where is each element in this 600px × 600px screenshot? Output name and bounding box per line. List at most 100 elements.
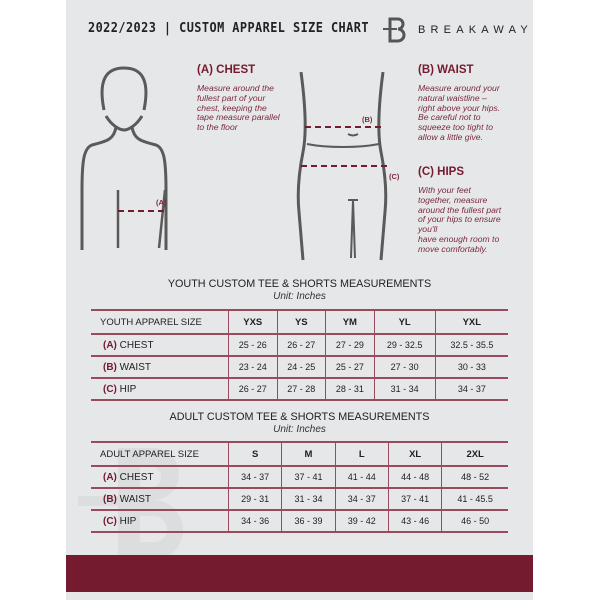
hips-heading: (C) HIPS <box>418 166 464 178</box>
table-cell: 37 - 41 <box>387 487 442 511</box>
waist-heading: (B) WAIST <box>418 64 474 76</box>
youth-unit: Unit: Inches <box>273 291 326 302</box>
text-line: Measure around your <box>418 83 500 93</box>
row-code: (C) <box>103 515 117 527</box>
row-label: (C) HIP <box>91 509 229 533</box>
table-header-row: ADULT APPAREL SIZE S M L XL 2XL <box>91 441 508 467</box>
table-cell: 23 - 24 <box>228 355 278 379</box>
table-row: (C) HIP 34 - 36 36 - 39 39 - 42 43 - 46 46 - … <box>91 509 508 533</box>
table-cell: 41 - 45.5 <box>441 487 508 511</box>
table-cell: 31 - 34 <box>373 377 436 401</box>
row-label: (C) HIP <box>91 377 229 401</box>
table-cell: 27 - 28 <box>276 377 326 401</box>
table-cell: 29 - 32.5 <box>373 333 436 357</box>
row-code: (C) <box>103 383 117 395</box>
column-header: YL <box>373 309 436 335</box>
table-cell: 44 - 48 <box>387 465 442 489</box>
table-row: (B) WAIST 23 - 24 24 - 25 25 - 27 27 - 30 30 … <box>91 355 508 379</box>
adult-table-title: ADULT CUSTOM TEE & SHORTS MEASUREMENTS <box>169 411 430 423</box>
column-header: YOUTH APPAREL SIZE <box>91 309 229 335</box>
breakaway-logo-icon <box>383 17 406 43</box>
table-cell: 39 - 42 <box>334 509 389 533</box>
lower-body-figure <box>296 72 388 261</box>
column-header: YS <box>276 309 326 335</box>
text-line: move comfortably. <box>418 243 488 254</box>
row-name: CHEST <box>119 471 154 483</box>
row-name: CHEST <box>119 339 154 351</box>
table-cell: 28 - 31 <box>325 377 375 401</box>
text-line: fullest part of your <box>197 92 266 103</box>
table-cell: 34 - 36 <box>227 509 282 533</box>
table-cell: 26 - 27 <box>276 333 326 357</box>
text-line: of your hips to ensure <box>418 214 501 225</box>
text-line: allow a little give. <box>418 131 483 142</box>
table-cell: 37 - 41 <box>281 465 336 489</box>
column-header: M <box>281 441 336 467</box>
column-header: YXL <box>434 309 508 335</box>
table-cell: 25 - 26 <box>228 333 278 357</box>
table-cell: 43 - 46 <box>387 509 442 533</box>
upper-body-figure <box>80 66 168 250</box>
text-line: around the fullest part <box>418 204 502 215</box>
table-row: (B) WAIST 29 - 31 31 - 34 34 - 37 37 - 41 41 … <box>91 487 508 511</box>
row-label: (A) CHEST <box>91 333 229 357</box>
table-cell: 31 - 34 <box>281 487 336 511</box>
table-cell: 48 - 52 <box>441 465 508 489</box>
table-cell: 36 - 39 <box>281 509 336 533</box>
table-header-row: YOUTH APPAREL SIZE YXS YS YM YL YXL <box>91 309 508 335</box>
waist-description: Measure around your natural waistline – ri… <box>418 83 501 143</box>
column-header: S <box>227 441 282 467</box>
row-code: (B) <box>103 493 117 505</box>
text-line: tape measure parallel <box>197 112 280 123</box>
chest-description: Measure around the fullest part of your ch… <box>197 83 280 133</box>
row-code: (A) <box>103 339 117 351</box>
column-header: XL <box>387 441 442 467</box>
adult-size-table: ADULT APPAREL SIZE S M L XL 2XL (A) CHES… <box>91 441 508 533</box>
hips-marker: (C) <box>389 172 400 181</box>
footer-band <box>66 555 533 592</box>
brand-name: BREAKAWAY <box>418 24 533 36</box>
text-line: to the floor <box>197 122 238 133</box>
row-label: (B) WAIST <box>91 355 229 379</box>
text-line: With your feet <box>418 185 471 195</box>
table-row: (C) HIP 26 - 27 27 - 28 28 - 31 31 - 34 34 - … <box>91 377 508 401</box>
row-name: WAIST <box>119 493 151 505</box>
youth-size-table: YOUTH APPAREL SIZE YXS YS YM YL YXL (A) … <box>91 309 508 401</box>
table-cell: 41 - 44 <box>334 465 389 489</box>
table-cell: 34 - 37 <box>334 487 389 511</box>
text-line: you'll <box>418 224 438 235</box>
table-cell: 46 - 50 <box>441 509 508 533</box>
waist-marker: (B) <box>362 115 373 124</box>
column-header: YXS <box>228 309 278 335</box>
row-label: (B) WAIST <box>91 487 229 511</box>
youth-table-title: YOUTH CUSTOM TEE & SHORTS MEASUREMENTS <box>167 278 432 290</box>
column-header: L <box>334 441 389 467</box>
page-title: 2022/2023 | CUSTOM APPAREL SIZE CHART <box>88 20 369 36</box>
adult-unit: Unit: Inches <box>273 424 326 435</box>
table-cell: 26 - 27 <box>228 377 278 401</box>
table-cell: 27 - 30 <box>373 355 436 379</box>
text-line: have enough room to <box>418 233 500 244</box>
table-cell: 30 - 33 <box>434 355 508 379</box>
text-line: right above your hips. <box>418 102 501 113</box>
table-cell: 24 - 25 <box>276 355 326 379</box>
table-cell: 32.5 - 35.5 <box>434 333 508 357</box>
table-cell: 29 - 31 <box>227 487 282 511</box>
chest-marker: (A) <box>156 198 167 207</box>
table-cell: 25 - 27 <box>325 355 375 379</box>
text-line: squeeze too tight to <box>418 122 494 133</box>
chest-heading: (A) CHEST <box>197 64 256 76</box>
row-label: (A) CHEST <box>91 465 229 489</box>
row-name: HIP <box>119 383 137 395</box>
hips-description: With your feet together, measure around th… <box>418 185 502 255</box>
table-cell: 27 - 29 <box>325 333 375 357</box>
column-header: 2XL <box>441 441 508 467</box>
table-cell: 34 - 37 <box>434 377 508 401</box>
column-header: YM <box>325 309 375 335</box>
text-line: together, measure <box>418 194 488 205</box>
text-line: Be careful not to <box>418 112 481 123</box>
column-header: ADULT APPAREL SIZE <box>91 441 229 467</box>
text-line: natural waistline – <box>418 92 487 103</box>
row-code: (B) <box>103 361 117 373</box>
table-cell: 34 - 37 <box>227 465 282 489</box>
